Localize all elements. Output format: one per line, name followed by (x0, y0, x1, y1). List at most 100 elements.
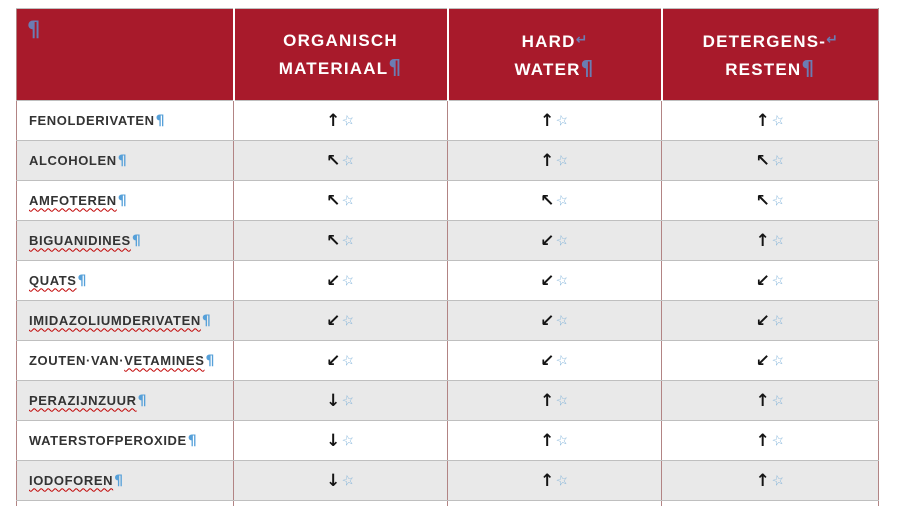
star-icon: ☆ (554, 391, 571, 410)
value-cell[interactable]: ↙☆ (447, 260, 662, 301)
table-row: BIGUANIDINES¶ ↖☆ ↙☆ ↑☆ (16, 220, 879, 261)
value-cell[interactable]: ↙☆ (447, 300, 662, 341)
star-icon: ☆ (340, 311, 357, 330)
star-icon: ☆ (340, 231, 357, 250)
star-icon: ☆ (340, 111, 357, 130)
value-cell[interactable]: ↙☆ (661, 300, 879, 341)
value-cell[interactable]: ↙☆ (661, 260, 879, 301)
value-cell[interactable]: ↑☆ (661, 100, 879, 141)
row-label-cell[interactable]: QUATS¶ (16, 260, 234, 301)
table-row: WATERSTOFPEROXIDE¶ ↓☆ ↑☆ ↑☆ (16, 420, 879, 461)
header-line: DETERGENS-↵ (663, 27, 879, 55)
value-cell[interactable]: ↙☆ (447, 220, 662, 261)
arrow-up-icon: ↑ (540, 470, 555, 491)
star-icon: ☆ (554, 111, 571, 130)
arrow-down-left-icon: ↙ (540, 270, 555, 291)
arrow-up-left-icon: ↖ (540, 190, 555, 211)
value-cell[interactable]: ↙☆ (233, 260, 448, 301)
row-label-cell[interactable]: BIGUANIDINES¶ (16, 220, 234, 261)
value-cell[interactable]: ↖☆ (233, 220, 448, 261)
column-header-organisch-materiaal[interactable]: ORGANISCH MATERIAAL¶ (233, 8, 449, 101)
value-cell[interactable] (447, 500, 662, 506)
star-icon: ☆ (770, 111, 787, 130)
soft-return-mark-icon: ↵ (575, 31, 588, 48)
row-label-cell[interactable] (16, 500, 234, 506)
arrow-up-icon: ↑ (540, 150, 555, 171)
value-cell[interactable]: ↙☆ (447, 340, 662, 381)
value-cell[interactable]: ↑☆ (447, 460, 662, 501)
value-cell[interactable]: ↑☆ (661, 220, 879, 261)
row-label-cell[interactable]: ZOUTEN·VAN·VETAMINES¶ (16, 340, 234, 381)
value-cell[interactable]: ↑☆ (233, 100, 448, 141)
row-label-cell[interactable]: AMFOTEREN¶ (16, 180, 234, 221)
row-label-text: QUATS (29, 272, 77, 288)
column-header-corner[interactable]: ¶ (16, 8, 235, 101)
header-line: WATER¶ (449, 55, 661, 83)
header-label: WATER (514, 59, 581, 79)
row-label-cell[interactable]: ALCOHOLEN¶ (16, 140, 234, 181)
star-icon: ☆ (340, 151, 357, 170)
value-cell[interactable] (661, 500, 879, 506)
arrow-down-left-icon: ↙ (326, 350, 341, 371)
row-label-cell[interactable]: PERAZIJNZUUR¶ (16, 380, 234, 421)
row-label-cell[interactable]: IMIDAZOLIUMDERIVATEN¶ (16, 300, 234, 341)
column-header-hard-water[interactable]: HARD↵ WATER¶ (447, 8, 663, 101)
value-cell[interactable]: ↙☆ (233, 300, 448, 341)
row-label-text: IODOFOREN (29, 472, 114, 488)
value-cell[interactable]: ↑☆ (661, 460, 879, 501)
column-header-detergens-resten[interactable]: DETERGENS-↵ RESTEN¶ (661, 8, 879, 101)
value-cell[interactable]: ↖☆ (233, 180, 448, 221)
star-icon: ☆ (770, 391, 787, 410)
value-cell[interactable]: ↖☆ (447, 180, 662, 221)
star-icon: ☆ (770, 471, 787, 490)
value-cell[interactable]: ↙☆ (233, 340, 448, 381)
pilcrow-mark-icon: ¶ (580, 55, 595, 80)
value-cell[interactable]: ↑☆ (447, 420, 662, 461)
value-cell[interactable]: ↖☆ (661, 140, 879, 181)
value-cell[interactable]: ↓☆ (233, 460, 448, 501)
value-cell[interactable]: ↑☆ (661, 380, 879, 421)
value-cell[interactable]: ↖☆ (661, 180, 879, 221)
value-cell[interactable]: ↓☆ (233, 420, 448, 461)
soft-return-mark-icon: ↵ (826, 31, 838, 48)
row-label-text: PERAZIJNZUUR (29, 392, 137, 408)
value-cell[interactable]: ↑☆ (661, 420, 879, 461)
header-label: RESTEN (725, 59, 802, 79)
row-label-cell[interactable]: FENOLDERIVATEN¶ (16, 100, 234, 141)
star-icon: ☆ (770, 311, 787, 330)
arrow-up-left-icon: ↖ (326, 230, 341, 251)
arrow-up-icon: ↑ (755, 390, 770, 411)
table-row: IMIDAZOLIUMDERIVATEN¶ ↙☆ ↙☆ ↙☆ (16, 300, 879, 341)
star-icon: ☆ (554, 471, 571, 490)
arrow-down-left-icon: ↙ (755, 270, 770, 291)
row-label-cell[interactable]: WATERSTOFPEROXIDE¶ (16, 420, 234, 461)
value-cell[interactable]: ↖☆ (233, 140, 448, 181)
row-label-cell[interactable]: IODOFOREN¶ (16, 460, 234, 501)
arrow-up-icon: ↑ (755, 230, 770, 251)
arrow-up-icon: ↑ (540, 430, 555, 451)
value-cell[interactable]: ↑☆ (447, 380, 662, 421)
pilcrow-mark-icon: ¶ (77, 272, 88, 289)
pilcrow-mark-icon: ¶ (117, 152, 128, 169)
pilcrow-mark-icon: ¶ (155, 112, 166, 129)
pilcrow-mark-icon: ¶ (27, 17, 42, 41)
value-cell[interactable]: ↓☆ (233, 380, 448, 421)
arrow-down-icon: ↓ (326, 390, 341, 411)
arrow-up-icon: ↑ (540, 110, 555, 131)
pilcrow-mark-icon: ¶ (201, 312, 212, 329)
value-cell[interactable]: ↑☆ (447, 100, 662, 141)
pilcrow-mark-icon: ¶ (114, 472, 124, 489)
star-icon: ☆ (340, 191, 357, 210)
value-cell[interactable]: ↙☆ (661, 340, 879, 381)
table-row: IODOFOREN¶ ↓☆ ↑☆ ↑☆ (16, 460, 879, 501)
arrow-down-left-icon: ↙ (326, 270, 341, 291)
pilcrow-mark-icon: ¶ (117, 192, 128, 209)
arrow-down-left-icon: ↙ (326, 310, 341, 331)
header-label: DETERGENS- (702, 31, 827, 51)
row-label-text: FENOLDERIVATEN (29, 112, 155, 128)
arrow-down-left-icon: ↙ (755, 310, 770, 331)
arrow-down-icon: ↓ (326, 430, 341, 451)
row-label-text: VETAMINES (124, 352, 205, 368)
value-cell[interactable]: ↑☆ (447, 140, 662, 181)
value-cell[interactable]: ↓☆ (233, 500, 448, 506)
